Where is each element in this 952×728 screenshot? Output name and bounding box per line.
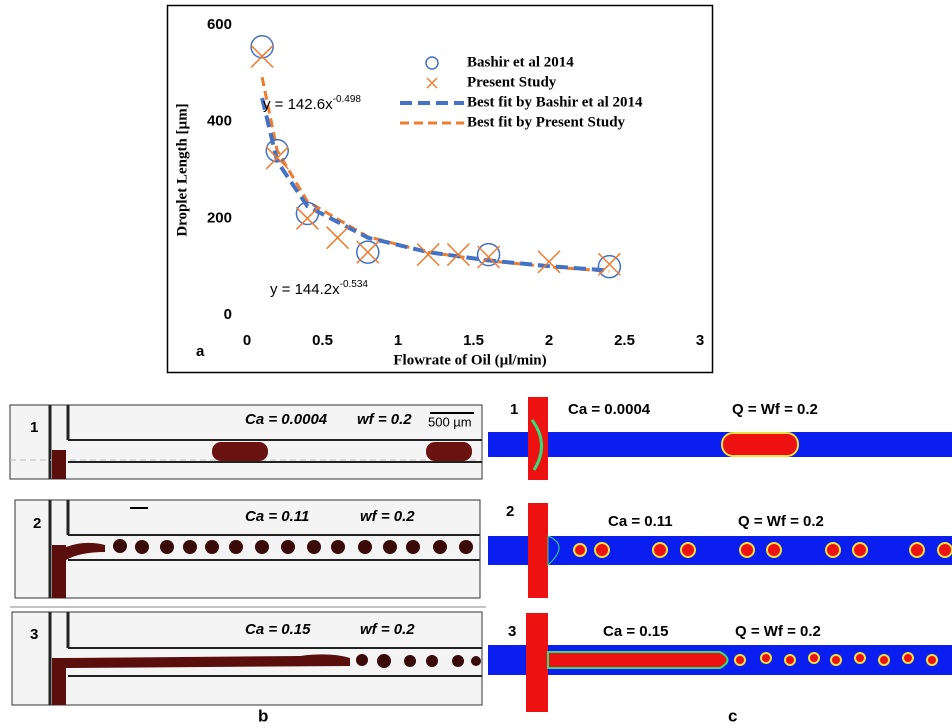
y-tick-label: 600	[207, 16, 232, 33]
fit-line	[260, 76, 610, 273]
x-tick-label: 2	[545, 332, 553, 349]
equation-text: y = 144.2x	[270, 281, 340, 298]
x-tick-label: 1	[394, 332, 402, 349]
data-point	[597, 254, 622, 279]
panel-label: a	[196, 343, 205, 360]
panel-b-images	[9, 404, 486, 706]
ca-label: Ca = 0.11	[245, 508, 309, 525]
legend-label: Best fit by Present Study	[467, 114, 626, 130]
row-number: 1	[30, 419, 38, 436]
data-point	[326, 226, 350, 250]
wf-label: wf = 0.2	[357, 411, 412, 428]
legend-label: Bashir et al 2014	[467, 54, 574, 70]
fit-equation: y = 142.6x-0.498	[263, 94, 361, 113]
data-point	[477, 245, 501, 269]
fit-equation: y = 144.2x-0.534	[270, 279, 368, 298]
wf-label: Q = Wf = 0.2	[738, 513, 824, 530]
legend-symbol	[425, 56, 439, 70]
x-axis-label: Flowrate of Oil (µl/min)	[393, 352, 546, 368]
x-tick-label: 0.5	[312, 332, 333, 349]
chart-frame	[166, 4, 714, 374]
data-point	[295, 201, 320, 226]
data-point	[250, 35, 274, 59]
row-number: 1	[510, 401, 518, 418]
legend-label: Best fit by Bashir et al 2014	[467, 94, 643, 110]
row-number: 3	[508, 623, 516, 640]
data-point	[265, 146, 289, 170]
data-point	[416, 243, 440, 267]
x-tick-label: 3	[696, 332, 704, 349]
data-point	[295, 206, 319, 230]
data-point	[446, 243, 470, 267]
ca-label: Ca = 0.0004	[245, 411, 328, 428]
legend-label: Present Study	[467, 74, 557, 90]
y-axis-label: Droplet Length [µm]	[174, 103, 190, 236]
data-point	[356, 240, 380, 264]
panel-label: c	[728, 706, 737, 725]
y-tick-label: 400	[207, 113, 232, 130]
panel-label: b	[258, 706, 268, 725]
data-point	[265, 138, 289, 163]
row-number: 2	[33, 515, 41, 532]
panel-c-simulation	[488, 397, 952, 712]
scale-bar-label: 500 µm	[428, 414, 472, 429]
equation-text: y = 142.6x	[263, 96, 333, 113]
x-tick-label: 1.5	[463, 332, 484, 349]
fit-line	[260, 97, 610, 273]
equation-exponent: -0.534	[340, 279, 369, 290]
ca-label: Ca = 0.15	[245, 621, 311, 638]
wf-label: Q = Wf = 0.2	[735, 623, 821, 640]
wf-label: wf = 0.2	[360, 621, 415, 638]
row-number: 2	[506, 503, 514, 520]
data-point	[597, 252, 621, 276]
data-point	[250, 44, 274, 68]
wf-label: Q = Wf = 0.2	[732, 401, 818, 418]
x-tick-label: 2.5	[614, 332, 635, 349]
wf-label: wf = 0.2	[360, 508, 415, 525]
data-point	[476, 242, 501, 267]
y-tick-label: 0	[224, 306, 232, 323]
ca-label: Ca = 0.15	[603, 623, 668, 640]
y-tick-label: 200	[207, 209, 232, 226]
equation-exponent: -0.498	[333, 94, 362, 105]
x-tick-label: 0	[243, 332, 251, 349]
data-point	[356, 240, 380, 264]
ca-label: Ca = 0.11	[608, 513, 673, 530]
data-point	[537, 250, 561, 274]
ca-label: Ca = 0.0004	[568, 401, 651, 418]
legend-symbol	[426, 77, 438, 89]
row-number: 3	[30, 626, 38, 643]
